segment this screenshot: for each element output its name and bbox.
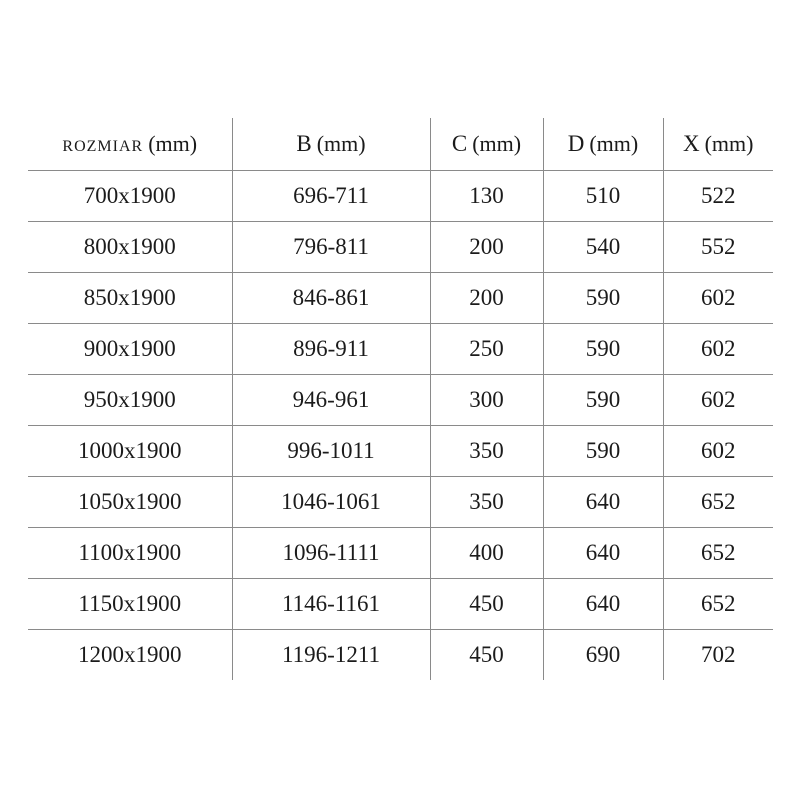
column-label-c: C	[451, 131, 468, 157]
table-cell-c: 400	[430, 527, 544, 579]
table-row: 900x1900 896-911 250 590 602	[28, 323, 773, 375]
table-cell-x: 652	[663, 578, 773, 630]
column-unit-d: (mm)	[589, 131, 639, 157]
table-cell-x: 702	[701, 642, 736, 668]
table-cell-rozmiar: 850x1900	[28, 272, 233, 324]
column-header-c: C (mm)	[430, 118, 544, 171]
table-cell-c: 200	[430, 221, 544, 273]
table-cell-d: 510	[543, 170, 664, 222]
table-cell-d: 640	[543, 578, 664, 630]
table-cell-d: 640	[543, 527, 664, 579]
table-cell-b: 996-1011	[232, 425, 431, 477]
table-cell-rozmiar: 1150x1900	[28, 578, 233, 630]
table-cell-b: 1196-1211	[232, 629, 431, 680]
column-unit-c: (mm)	[472, 131, 522, 157]
table-cell-d: 590	[543, 374, 664, 426]
table-cell-d: 640	[543, 476, 664, 528]
table-cell-rozmiar: 900x1900	[28, 323, 233, 375]
table-cell-d: 540	[543, 221, 664, 273]
table-row: 1050x1900 1046-1061 350 640 652	[28, 476, 773, 528]
column-label-rozmiar: ROZMIAR	[62, 138, 144, 156]
table-cell-x: 602	[663, 323, 773, 375]
table-cell-rozmiar: 700x1900	[28, 170, 233, 222]
table-cell-b: 1096-1111	[232, 527, 431, 579]
table-row: 1100x1900 1096-1111 400 640 652	[28, 527, 773, 579]
table-cell-rozmiar: 1200x1900	[28, 629, 233, 680]
table-row: 1200x1900 1196-1211 450 690 702	[28, 629, 773, 680]
table-cell-c: 350	[430, 425, 544, 477]
table-cell-b: 896-911	[232, 323, 431, 375]
table-cell-c: 350	[430, 476, 544, 528]
table-cell-c: 130	[430, 170, 544, 222]
table-cell-x: 602	[663, 272, 773, 324]
table-cell-rozmiar: 1100x1900	[28, 527, 233, 579]
column-label-b: B	[296, 131, 312, 157]
table-cell-x: 652	[663, 527, 773, 579]
table-cell-c: 250	[430, 323, 544, 375]
column-unit-x: (mm)	[704, 131, 754, 157]
table-row: 800x1900 796-811 200 540 552	[28, 221, 773, 273]
table-cell-rozmiar: 800x1900	[28, 221, 233, 273]
table-cell-b: 1046-1061	[232, 476, 431, 528]
column-label-d: D	[567, 131, 585, 157]
table-cell-x: 522	[663, 170, 773, 222]
table-row: 850x1900 846-861 200 590 602	[28, 272, 773, 324]
table-cell-b: 846-861	[232, 272, 431, 324]
table-cell-b: 946-961	[232, 374, 431, 426]
column-header-x: X (mm)	[663, 118, 773, 171]
table-cell-b: 696-711	[232, 170, 431, 222]
table-header-row: ROZMIAR (mm) B (mm) C (mm) D (mm) X (mm)	[28, 118, 773, 171]
table-cell-rozmiar: 950x1900	[28, 374, 233, 426]
table-cell-x: 602	[663, 425, 773, 477]
table-row: 700x1900 696-711 130 510 522	[28, 170, 773, 222]
table-row: 1150x1900 1146-1161 450 640 652	[28, 578, 773, 630]
table-cell-d: 590	[543, 272, 664, 324]
table-cell-x: 602	[663, 374, 773, 426]
column-header-b: B (mm)	[232, 118, 431, 171]
table-cell-c: 450	[430, 578, 544, 630]
column-label-x: X	[682, 131, 700, 157]
column-unit-rozmiar: (mm)	[148, 131, 198, 157]
spec-table-container: ROZMIAR (mm) B (mm) C (mm) D (mm) X (mm) 700x…	[28, 118, 773, 680]
column-unit-b: (mm)	[316, 131, 366, 157]
table-cell-c: 450	[430, 629, 544, 680]
table-cell-d: 690	[543, 629, 664, 680]
table-cell-rozmiar: 1050x1900	[28, 476, 233, 528]
table-cell-rozmiar: 1000x1900	[28, 425, 233, 477]
table-cell-d: 590	[543, 425, 664, 477]
table-row: 1000x1900 996-1011 350 590 602	[28, 425, 773, 477]
column-header-d: D (mm)	[543, 118, 664, 171]
table-cell-c: 300	[430, 374, 544, 426]
table-cell-b: 796-811	[232, 221, 431, 273]
table-cell-x: 652	[663, 476, 773, 528]
table-row: 950x1900 946-961 300 590 602	[28, 374, 773, 426]
column-header-rozmiar: ROZMIAR (mm)	[28, 118, 233, 171]
table-cell-c: 200	[430, 272, 544, 324]
table-cell-x: 552	[663, 221, 773, 273]
table-cell-b: 1146-1161	[232, 578, 431, 630]
size-spec-table: ROZMIAR (mm) B (mm) C (mm) D (mm) X (mm) 700x…	[28, 118, 773, 680]
table-cell-d: 590	[543, 323, 664, 375]
